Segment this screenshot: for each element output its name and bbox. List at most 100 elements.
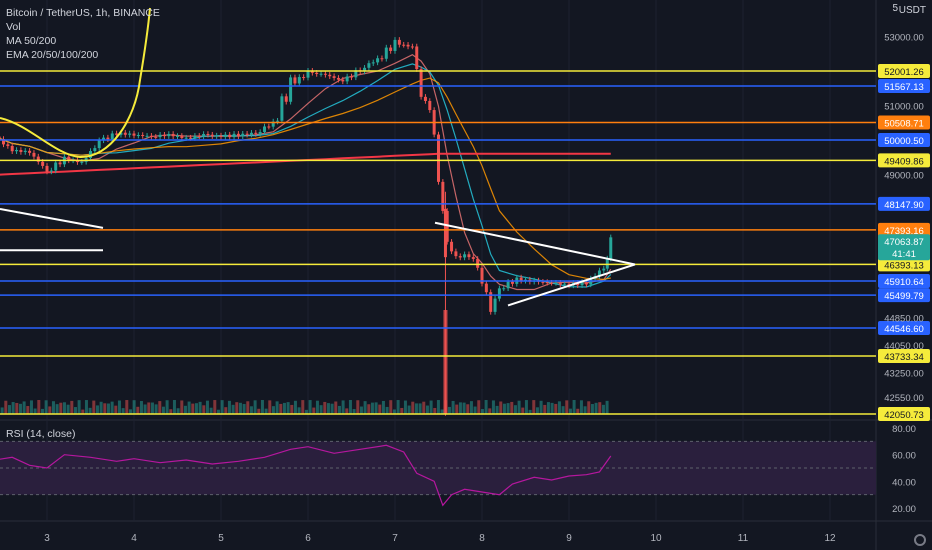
volume-bar — [392, 409, 396, 414]
volume-bar — [11, 402, 15, 414]
candle-body — [10, 145, 14, 152]
ma-line — [0, 77, 611, 280]
candle-body — [489, 292, 493, 312]
volume-bar — [26, 406, 30, 414]
level-label: 43733.34 — [884, 352, 924, 363]
currency-mark: 5 — [892, 3, 898, 14]
volume-bar — [396, 400, 400, 414]
legend-ma: MA 50/200 — [6, 35, 57, 47]
volume-bar — [491, 400, 495, 414]
candle-body — [393, 39, 397, 51]
volume-bar — [103, 403, 107, 414]
candle-body — [110, 133, 114, 140]
volume-bar — [605, 400, 609, 414]
x-tick-label: 10 — [650, 533, 662, 544]
rsi-label: RSI (14, close) — [6, 428, 76, 440]
candle-body — [463, 254, 467, 258]
volume-bar — [202, 405, 206, 414]
candle-body — [363, 67, 367, 72]
volume-bar — [407, 405, 411, 414]
price-tick-label: 44050.00 — [884, 341, 924, 352]
countdown-label: 41:41 — [892, 249, 916, 260]
volume-bar — [73, 407, 77, 414]
level-label-bg — [878, 78, 930, 93]
volume-bar — [121, 408, 125, 414]
candle-body — [471, 257, 475, 259]
candle-body — [384, 47, 388, 59]
volume-bar — [312, 407, 316, 414]
volume-bar — [18, 403, 22, 414]
volume-bar — [568, 408, 572, 414]
volume-bar — [161, 406, 165, 414]
candle-body — [350, 76, 353, 78]
candle-body — [106, 137, 110, 140]
level-label: 49409.86 — [884, 156, 924, 167]
volume-bar — [315, 400, 319, 414]
volume-bar — [304, 409, 308, 414]
price-tick-label: 49000.00 — [884, 170, 924, 181]
candle-body — [371, 62, 375, 64]
volume-bar — [209, 407, 213, 414]
volume-bar — [583, 406, 587, 414]
candle-body — [219, 135, 223, 137]
candle-body — [15, 149, 19, 152]
volume-bar — [183, 405, 187, 414]
candle-body — [80, 161, 84, 163]
volume-bar — [363, 401, 367, 414]
volume-bar — [374, 402, 378, 414]
volume-bar — [205, 400, 209, 414]
level-label: 51567.13 — [884, 82, 924, 93]
candle-body — [54, 162, 58, 171]
x-tick-label: 7 — [392, 533, 398, 544]
volume-bar — [62, 402, 66, 414]
candle-body — [519, 277, 523, 281]
volume-bar — [502, 403, 506, 414]
volume-bar — [253, 400, 257, 414]
candle-body — [123, 132, 127, 135]
candle-body — [476, 258, 480, 268]
volume-bar — [88, 407, 92, 414]
candle-body — [554, 282, 558, 284]
volume-bar — [341, 400, 345, 414]
volume-bar — [172, 400, 176, 414]
level-label-bg — [878, 153, 930, 168]
candle-body — [223, 134, 227, 137]
candle-body — [202, 134, 206, 137]
volume-bar — [403, 400, 407, 414]
candle-body — [189, 137, 193, 139]
level-label: 45499.79 — [884, 291, 924, 302]
rsi-tick-label: 80.00 — [892, 424, 916, 435]
volume-bar — [414, 403, 418, 414]
volume-bar — [480, 409, 484, 414]
volume-bar — [308, 400, 312, 414]
volume-bar — [506, 403, 510, 414]
volume-bar — [440, 409, 444, 414]
volume-bar — [227, 400, 231, 414]
price-tick-label: 43250.00 — [884, 369, 924, 380]
candle-body — [2, 139, 5, 145]
level-label-bg — [878, 222, 930, 237]
candle-body — [284, 96, 288, 102]
volume-bar — [44, 400, 48, 414]
volume-bar — [378, 404, 382, 414]
candle-body — [36, 156, 40, 162]
volume-bar — [598, 402, 602, 414]
volume-bar — [37, 400, 41, 414]
volume-bar — [535, 407, 539, 414]
volume-bar — [66, 404, 70, 414]
level-label-bg — [878, 257, 930, 272]
volume-bar — [125, 400, 129, 414]
trendline — [0, 207, 104, 229]
x-tick-label: 3 — [44, 533, 50, 544]
gear-icon[interactable] — [914, 534, 926, 546]
volume-bar — [187, 401, 191, 414]
volume-bar — [594, 402, 598, 414]
candle-body — [6, 144, 10, 146]
chart-legend: Bitcoin / TetherUS, 1h, BINANCE Vol MA 5… — [6, 6, 160, 62]
volume-bar — [510, 401, 514, 414]
candle-body — [75, 160, 79, 163]
candle-body — [258, 132, 262, 134]
currency-label[interactable]: USDT — [898, 5, 926, 16]
volume-bar — [576, 408, 580, 414]
